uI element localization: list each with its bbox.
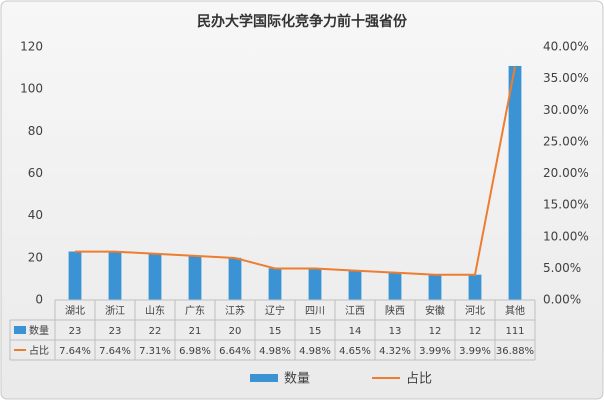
y2-tick-label: 35.00% xyxy=(543,71,589,85)
bar xyxy=(428,274,442,300)
x-tick-label: 陕西 xyxy=(385,304,405,317)
y2-tick-label: 20.00% xyxy=(543,166,589,180)
data-label: 36.88% xyxy=(496,346,534,357)
data-label: 23 xyxy=(109,326,122,337)
table-series-name: 占比 xyxy=(29,344,49,357)
x-tick-label: 广东 xyxy=(185,304,205,317)
data-label: 12 xyxy=(429,326,442,337)
y-tick-label: 120 xyxy=(20,40,43,54)
bar xyxy=(268,268,282,300)
data-label: 6.64% xyxy=(219,346,251,357)
y2-tick-label: 10.00% xyxy=(543,229,589,243)
data-label: 7.64% xyxy=(99,346,131,357)
x-tick-label: 浙江 xyxy=(105,305,125,317)
y2-tick-label: 30.00% xyxy=(543,103,589,117)
data-label: 15 xyxy=(269,326,282,337)
data-label: 111 xyxy=(505,326,524,337)
legend-label: 数量 xyxy=(284,372,310,387)
line xyxy=(75,66,516,276)
data-label: 4.65% xyxy=(339,346,371,357)
bar xyxy=(388,272,402,300)
x-tick-label: 江西 xyxy=(345,305,365,317)
data-label: 3.99% xyxy=(459,346,491,357)
x-tick-label: 其他 xyxy=(505,304,525,317)
data-label: 4.98% xyxy=(299,346,331,357)
bar xyxy=(148,253,162,300)
data-label: 23 xyxy=(69,326,82,337)
data-label: 12 xyxy=(469,326,482,337)
data-label: 21 xyxy=(189,326,202,337)
x-tick-label: 江苏 xyxy=(225,304,245,317)
x-tick-label: 湖北 xyxy=(65,305,85,317)
data-label: 7.64% xyxy=(59,346,91,357)
chart-title: 民办大学国际化竞争力前十强省份 xyxy=(197,13,408,30)
bar xyxy=(508,65,522,300)
y-tick-label: 60 xyxy=(28,166,43,180)
bar xyxy=(228,257,242,300)
legend-key xyxy=(250,374,278,382)
y-tick-label: 80 xyxy=(28,124,43,138)
data-label: 14 xyxy=(349,326,362,337)
y2-tick-label: 0.00% xyxy=(543,293,581,307)
y2-tick-label: 5.00% xyxy=(543,261,581,275)
bar xyxy=(468,274,482,300)
x-tick-label: 安徽 xyxy=(425,304,445,317)
data-label: 7.31% xyxy=(139,346,171,357)
data-label: 4.98% xyxy=(259,346,291,357)
y-tick-label: 100 xyxy=(20,82,43,96)
y2-tick-label: 15.00% xyxy=(543,198,589,212)
y-tick-label: 0 xyxy=(35,293,43,307)
x-tick-label: 山东 xyxy=(145,304,165,317)
y-tick-label: 20 xyxy=(28,250,43,264)
data-label: 3.99% xyxy=(419,346,451,357)
data-label: 6.98% xyxy=(179,346,211,357)
table-legend-key xyxy=(14,326,26,334)
data-label: 4.32% xyxy=(379,346,411,357)
bar xyxy=(348,270,362,300)
data-label: 20 xyxy=(229,326,242,337)
data-label: 15 xyxy=(309,326,322,337)
table-series-name: 数量 xyxy=(29,324,49,337)
bar xyxy=(188,255,202,300)
data-label: 22 xyxy=(149,326,162,337)
bar xyxy=(308,268,322,300)
y-tick-label: 40 xyxy=(28,208,43,222)
bar xyxy=(108,251,122,300)
x-tick-label: 四川 xyxy=(305,306,325,317)
y2-tick-label: 40.00% xyxy=(543,40,589,54)
bar xyxy=(68,251,82,300)
data-label: 13 xyxy=(389,326,402,337)
x-tick-label: 河北 xyxy=(465,305,485,317)
x-tick-label: 辽宁 xyxy=(265,304,285,317)
legend-label: 占比 xyxy=(406,372,432,387)
y2-tick-label: 25.00% xyxy=(543,134,589,148)
